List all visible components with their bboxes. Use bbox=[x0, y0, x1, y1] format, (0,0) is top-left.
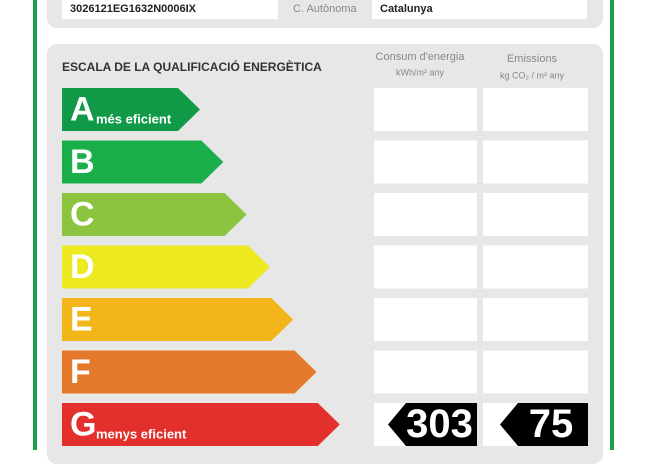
value: 303 bbox=[406, 402, 473, 446]
rating-arrow bbox=[62, 298, 294, 341]
region-label: C. Autònoma bbox=[293, 3, 357, 15]
cell bbox=[374, 88, 477, 131]
cell bbox=[374, 298, 477, 341]
cell bbox=[374, 193, 477, 236]
rating-arrow bbox=[62, 193, 247, 236]
scale: ESCALA DE LA QUALIFICACIÓ ENERGÈTICA Con… bbox=[62, 51, 588, 446]
rating-arrow bbox=[62, 88, 200, 131]
page: 3026121EG1632N0006IX C. Autònoma Catalun… bbox=[33, 0, 614, 464]
rating-letter: F bbox=[70, 353, 91, 391]
rating-label: més eficient bbox=[96, 111, 172, 126]
column-unit: kg CO₂ / m² any bbox=[500, 70, 565, 80]
rating-letter: D bbox=[70, 248, 95, 286]
rating-letter: G bbox=[70, 405, 96, 443]
rating-arrow bbox=[62, 350, 317, 394]
frame-left bbox=[33, 0, 37, 450]
scale-title: ESCALA DE LA QUALIFICACIÓ ENERGÈTICA bbox=[62, 59, 322, 74]
column-unit: kWh/m² any bbox=[396, 67, 445, 77]
cell bbox=[483, 245, 588, 289]
rating-arrow bbox=[62, 403, 340, 446]
region: Catalunya bbox=[372, 0, 587, 19]
rating-letter: B bbox=[70, 143, 95, 181]
cell bbox=[374, 350, 477, 394]
rating-letter: A bbox=[70, 90, 95, 128]
cell bbox=[483, 88, 588, 131]
column-title: Consum d'energia bbox=[376, 51, 466, 63]
frame-right bbox=[610, 0, 614, 450]
value-badge bbox=[500, 403, 588, 446]
cell bbox=[483, 298, 588, 341]
rating-arrow bbox=[62, 140, 224, 184]
rating-letter: E bbox=[70, 300, 93, 338]
reference: 3026121EG1632N0006IX bbox=[62, 0, 278, 19]
column-title: Emissions bbox=[507, 53, 558, 65]
cell bbox=[483, 193, 588, 236]
cell bbox=[374, 140, 477, 184]
rating-label: menys eficient bbox=[96, 426, 187, 441]
rating-letter: C bbox=[70, 195, 95, 233]
value: 75 bbox=[529, 402, 574, 446]
cell bbox=[483, 350, 588, 394]
value-badge bbox=[388, 403, 477, 446]
cell bbox=[374, 245, 477, 289]
rating-arrow bbox=[62, 245, 270, 289]
cell bbox=[483, 140, 588, 184]
